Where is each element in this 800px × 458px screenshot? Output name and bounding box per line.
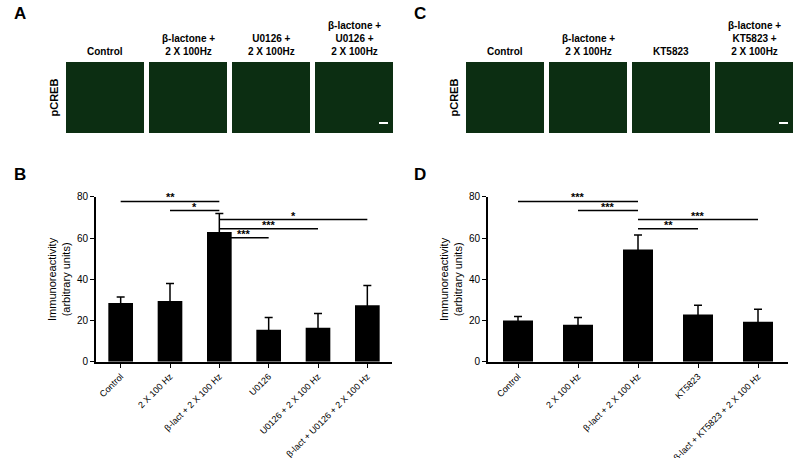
svg-text:***: *** bbox=[237, 228, 251, 240]
svg-text:**: ** bbox=[166, 191, 175, 203]
svg-text:0: 0 bbox=[474, 356, 480, 367]
svg-text:U0126 + 2 X 100 Hz: U0126 + 2 X 100 Hz bbox=[258, 371, 323, 436]
svg-text:D: D bbox=[414, 165, 426, 184]
svg-text:Control: Control bbox=[487, 46, 523, 57]
svg-text:***: *** bbox=[262, 219, 276, 231]
svg-text:Control: Control bbox=[87, 46, 123, 57]
svg-text:***: *** bbox=[691, 210, 705, 222]
svg-text:**: ** bbox=[664, 219, 673, 231]
svg-text:2 X 100 Hz: 2 X 100 Hz bbox=[544, 371, 583, 410]
svg-text:0: 0 bbox=[82, 356, 88, 367]
svg-text:KT5823: KT5823 bbox=[673, 372, 702, 401]
svg-text:*: * bbox=[291, 210, 296, 222]
svg-text:β-lactone +2 X 100Hz: β-lactone +2 X 100Hz bbox=[162, 33, 215, 57]
svg-text:β-lact + 2 X 100 Hz: β-lact + 2 X 100 Hz bbox=[162, 371, 224, 433]
svg-text:β-lactone +U0126 +2 X 100Hz: β-lactone +U0126 +2 X 100Hz bbox=[328, 20, 381, 57]
svg-text:pCREB: pCREB bbox=[448, 79, 460, 117]
svg-text:*: * bbox=[192, 201, 197, 213]
svg-text:Control: Control bbox=[98, 372, 126, 400]
svg-text:Immunoreactivity(arbitrary uni: Immunoreactivity(arbitrary units) bbox=[46, 237, 72, 321]
svg-text:pCREB: pCREB bbox=[48, 79, 60, 117]
svg-text:U0126: U0126 bbox=[247, 372, 273, 398]
svg-text:40: 40 bbox=[469, 274, 481, 285]
svg-text:80: 80 bbox=[77, 191, 89, 202]
svg-text:60: 60 bbox=[469, 233, 481, 244]
svg-text:B: B bbox=[14, 165, 26, 184]
svg-text:***: *** bbox=[571, 191, 585, 203]
svg-text:Control: Control bbox=[495, 372, 523, 400]
svg-text:KT5823: KT5823 bbox=[653, 46, 689, 57]
svg-text:***: *** bbox=[601, 201, 615, 213]
svg-text:2 X 100 Hz: 2 X 100 Hz bbox=[136, 371, 175, 410]
svg-text:β-lact + U0126 + 2 X 100 Hz: β-lact + U0126 + 2 X 100 Hz bbox=[284, 371, 372, 458]
svg-text:Immunoreactivity(arbitrary uni: Immunoreactivity(arbitrary units) bbox=[438, 237, 464, 321]
svg-text:40: 40 bbox=[77, 274, 89, 285]
svg-text:60: 60 bbox=[77, 233, 89, 244]
svg-text:A: A bbox=[14, 4, 26, 23]
svg-text:β-lactone +KT5823 +2 X 100Hz: β-lactone +KT5823 +2 X 100Hz bbox=[728, 20, 781, 57]
svg-text:20: 20 bbox=[77, 315, 89, 326]
svg-text:20: 20 bbox=[469, 315, 481, 326]
svg-text:U0126 +2 X 100Hz: U0126 +2 X 100Hz bbox=[248, 33, 295, 57]
svg-text:β-lact + KT5823 + 2 X 100 Hz: β-lact + KT5823 + 2 X 100 Hz bbox=[672, 371, 763, 458]
svg-text:80: 80 bbox=[469, 191, 481, 202]
svg-text:C: C bbox=[414, 4, 426, 23]
svg-text:β-lactone +2 X 100Hz: β-lactone +2 X 100Hz bbox=[562, 33, 615, 57]
svg-text:β-lact + 2 X 100 Hz: β-lact + 2 X 100 Hz bbox=[581, 371, 643, 433]
